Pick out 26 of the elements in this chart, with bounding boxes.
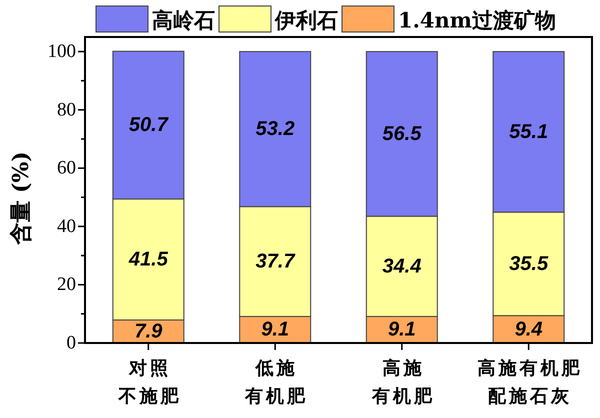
data-label: 9.1: [261, 318, 290, 341]
data-label: 37.7: [256, 250, 296, 273]
x-tick-label: 低施有机肥: [244, 358, 308, 407]
y-tick-label: 40: [57, 216, 76, 237]
y-tick-label: 0: [66, 332, 76, 354]
y-tick-label: 100: [48, 41, 76, 62]
x-tick-label: 对照不施肥: [117, 358, 182, 407]
data-label: 41.5: [128, 248, 169, 271]
data-label: 7.9: [134, 320, 164, 342]
data-label: 55.1: [509, 120, 548, 143]
data-label: 9.1: [388, 318, 416, 341]
y-tick-label: 80: [57, 99, 76, 120]
data-label: 34.4: [382, 255, 422, 278]
y-tick-label: 60: [57, 158, 76, 179]
x-tick-label: 高施有机肥配施石灰: [478, 358, 583, 407]
x-tick-label: 高施有机肥: [370, 358, 435, 407]
y-axis-title: 含量 (%): [8, 151, 34, 246]
legend-label: 伊利石: [274, 8, 338, 32]
data-label: 56.5: [382, 122, 422, 145]
data-label: 35.5: [509, 252, 549, 275]
legend-label: 高岭石: [152, 8, 215, 32]
data-label: 53.2: [256, 118, 295, 140]
data-label: 50.7: [128, 114, 169, 136]
y-tick-label: 20: [57, 274, 76, 296]
legend-label: 1.4nm过渡矿物: [398, 8, 556, 32]
data-label: 9.4: [514, 318, 543, 340]
